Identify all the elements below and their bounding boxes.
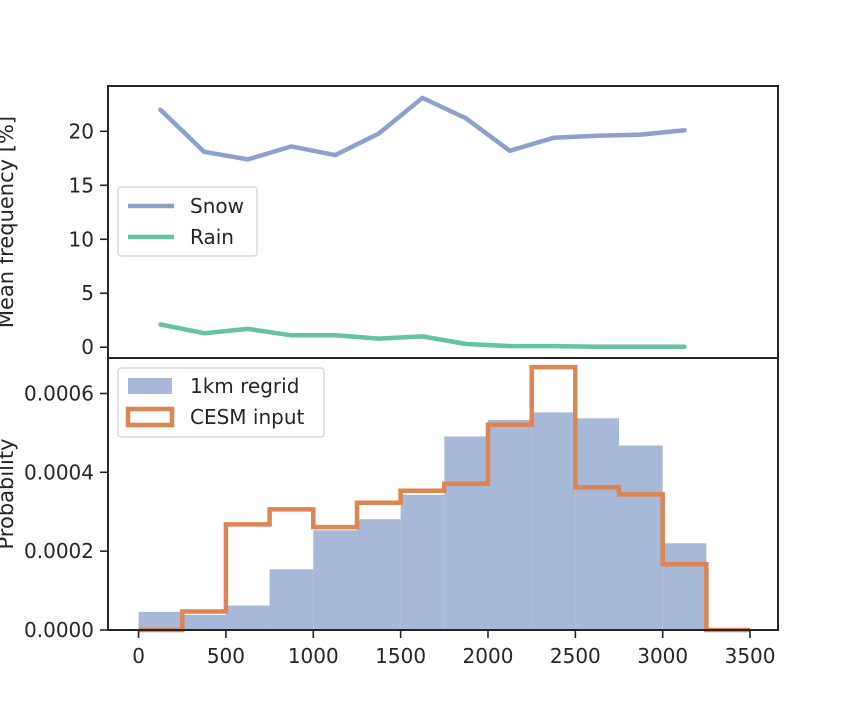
- series-line-snow: [158, 95, 687, 162]
- hist-bar: [225, 605, 270, 630]
- hist-bar: [444, 436, 488, 630]
- hist-bar: [575, 418, 620, 630]
- hist-bar: [662, 543, 707, 630]
- hist-bar: [619, 445, 663, 630]
- hist-bar: [269, 569, 314, 630]
- bottom-axes-frame: [107, 357, 779, 631]
- hist-bar: [356, 519, 401, 630]
- bottom-bars-layer: [138, 412, 707, 630]
- hist-bar: [487, 419, 532, 630]
- hist-step-line: [138, 364, 750, 633]
- hist-bar: [400, 494, 445, 630]
- bottom-step-layer: [138, 364, 750, 633]
- legend-label-rain: Rain: [190, 225, 234, 249]
- top-legend: Snow Rain: [117, 186, 258, 257]
- x-tick-label: 500: [207, 644, 245, 668]
- x-tick-label: 2000: [463, 644, 514, 668]
- bottom-y-tick-label: 0.0004: [24, 460, 94, 484]
- x-tick-label: 3500: [725, 644, 776, 668]
- bottom-y-tick-label: 0.0000: [24, 618, 94, 642]
- top-y-tick-label: 10: [69, 227, 94, 251]
- x-tick-label: 0: [132, 644, 145, 668]
- top-y-tick-label: 5: [81, 281, 94, 305]
- bottom-y-axis-label: Probability: [0, 438, 18, 549]
- top-panel: 0 5 10 15 20 Mean frequency [%] Snow Rain: [0, 85, 779, 359]
- hist-bar: [531, 412, 576, 630]
- x-tick-label: 1500: [375, 644, 426, 668]
- x-tick-label: 2500: [550, 644, 601, 668]
- legend-label-snow: Snow: [190, 194, 244, 218]
- bottom-panel: 0.0000 0.0002 0.0004 0.0006 0 500 1000 1500 200…: [0, 357, 779, 668]
- bottom-legend: 1km regrid CESM input: [117, 367, 325, 438]
- bottom-x-ticks: 0 500 1000 1500 2000 2500 3000 3500: [132, 630, 776, 668]
- legend-label-1km-regrid: 1km regrid: [190, 374, 299, 398]
- top-y-tick-label: 15: [69, 173, 94, 197]
- top-y-tick-label: 0: [81, 335, 94, 359]
- x-tick-label: 3000: [637, 644, 688, 668]
- bottom-y-tick-label: 0.0002: [24, 539, 94, 563]
- hist-bar: [313, 530, 357, 630]
- series-line-rain: [158, 322, 687, 349]
- bottom-y-tick-label: 0.0006: [24, 381, 94, 405]
- legend-swatch-1km-regrid: [128, 378, 172, 394]
- top-y-tick-label: 20: [69, 119, 94, 143]
- legend-swatch-cesm-input: [125, 406, 175, 428]
- top-series-layer: [158, 95, 687, 349]
- top-y-axis-label: Mean frequency [%]: [0, 116, 18, 328]
- x-tick-label: 1000: [288, 644, 339, 668]
- legend-label-cesm-input: CESM input: [190, 405, 305, 429]
- top-y-ticks: 0 5 10 15 20: [69, 119, 108, 359]
- hist-bar: [138, 611, 183, 630]
- bottom-y-ticks: 0.0000 0.0002 0.0004 0.0006: [24, 381, 108, 642]
- hist-bar: [182, 615, 226, 630]
